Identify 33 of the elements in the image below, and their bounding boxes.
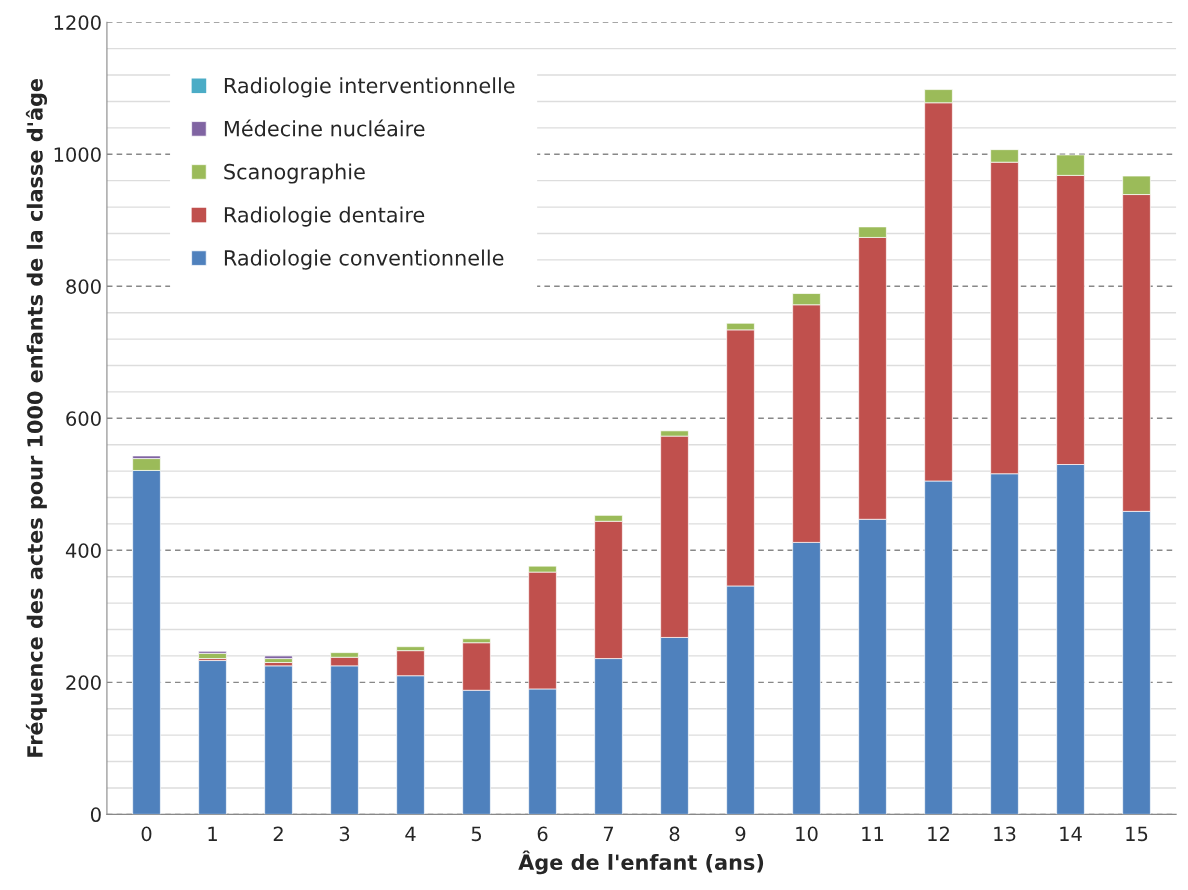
x-tick-label: 7 — [603, 826, 614, 841]
bar — [264, 655, 293, 659]
y-axis-title: Fréquence des actes pour 1000 enfants de la classe d'âge — [25, 78, 48, 757]
x-tick-label: 14 — [1060, 826, 1082, 841]
x-tick-label: 0 — [141, 826, 152, 842]
x-tick-label: 15 — [1126, 826, 1148, 842]
x-tick-label: 9 — [735, 826, 746, 842]
x-tick-label: 3 — [339, 826, 350, 842]
x-tick-label: 12 — [928, 826, 949, 841]
y-tick-label: 1000 — [54, 147, 101, 162]
y-tick-label: 200 — [66, 675, 101, 690]
legend-label: Scanographie — [224, 163, 365, 184]
x-tick-label: 6 — [537, 826, 548, 842]
x-tick-label: 2 — [273, 826, 283, 841]
legend-label: Médecine nucléaire — [224, 119, 425, 137]
x-tick-label: 13 — [994, 826, 1016, 842]
y-tick-label: 800 — [66, 279, 101, 294]
bar — [198, 660, 227, 815]
x-tick-label: 8 — [669, 826, 680, 842]
y-tick-label: 600 — [66, 411, 101, 426]
legend-label: Radiologie dentaire — [224, 206, 425, 227]
bar — [264, 665, 293, 815]
y-tick-label: 1200 — [54, 15, 101, 30]
y-tick-label: 400 — [65, 543, 101, 558]
x-axis-title: Âge de l'enfant (ans) — [518, 850, 764, 875]
x-tick-label: 10 — [796, 826, 818, 842]
x-tick-label: 5 — [471, 826, 482, 842]
legend-label: Radiologie conventionnelle — [224, 249, 504, 270]
legend-label: Radiologie interventionnelle — [224, 77, 515, 98]
x-tick-label: 1 — [208, 826, 217, 841]
x-tick-label: 4 — [405, 826, 416, 841]
x-tick-label: 11 — [862, 826, 884, 841]
y-tick-label: 0 — [90, 807, 101, 823]
